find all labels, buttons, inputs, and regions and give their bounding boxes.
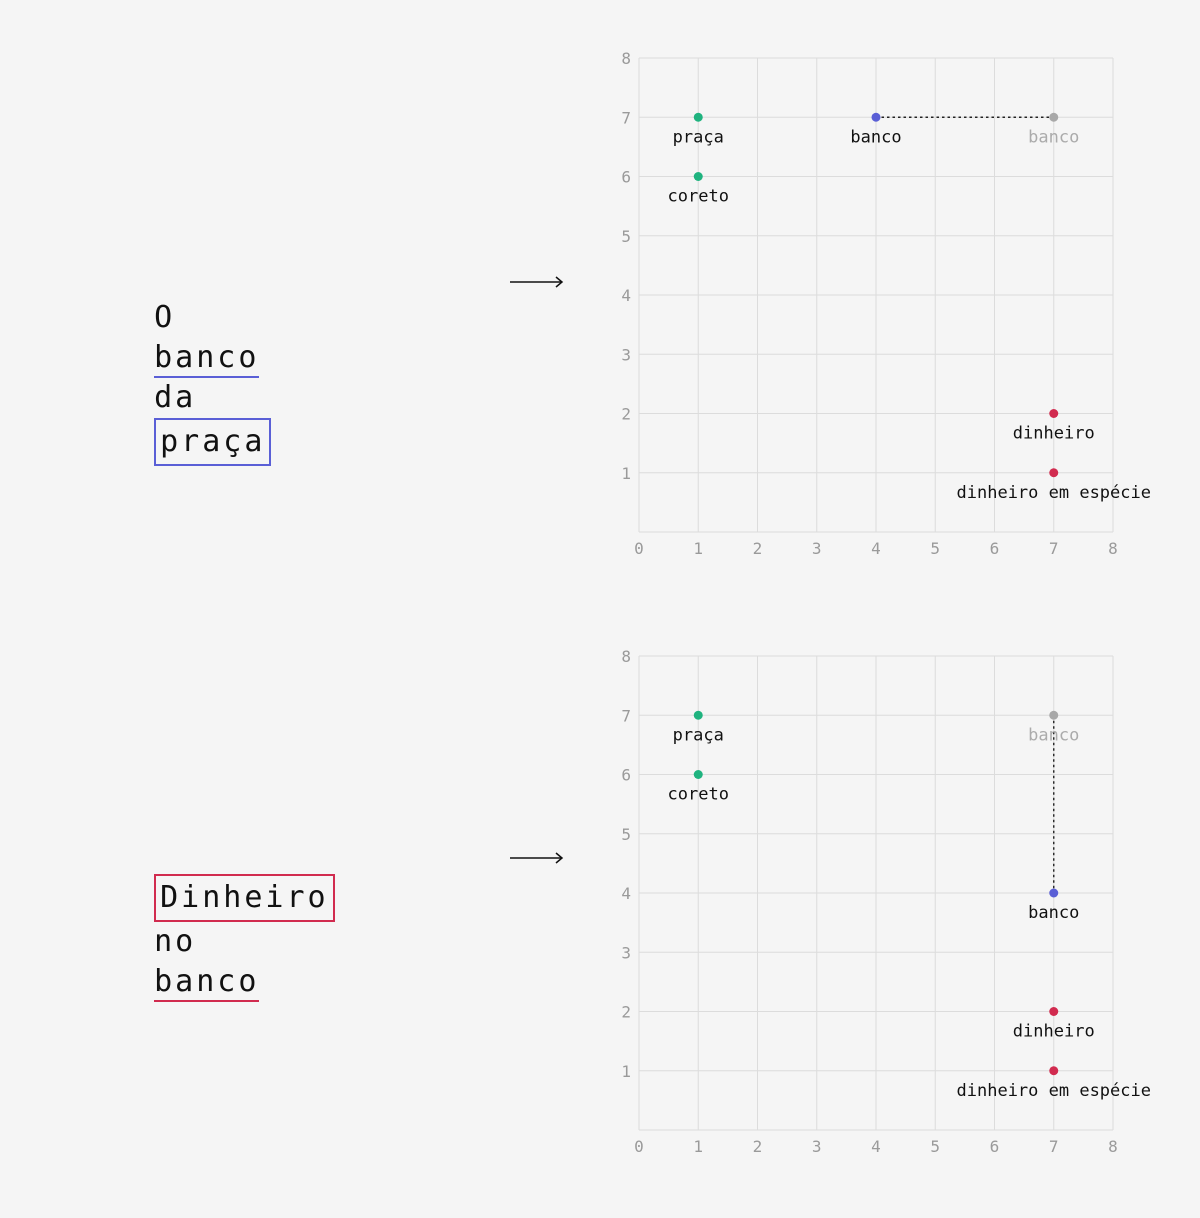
y-tick-label: 5 xyxy=(621,227,631,246)
y-tick-label: 7 xyxy=(621,108,631,127)
sentence-2-word-2: no xyxy=(154,924,197,959)
sentence-2: Dinheiro no banco xyxy=(112,834,335,1002)
x-tick-label: 0 xyxy=(634,539,644,558)
point-banco xyxy=(1049,112,1059,122)
scatter-plot-1: 0 1 2 3 4 5 6 7 8 1 2 3 4 5 6 7 8 praça coreto banco banco di… xyxy=(621,49,1151,558)
x-tick-label: 4 xyxy=(871,539,881,558)
sentence-1-word-1: O xyxy=(154,300,176,335)
x-tick-label: 7 xyxy=(1049,539,1059,558)
point-label: banco xyxy=(850,127,901,147)
point-label: dinheiro xyxy=(1013,1022,1095,1042)
y-tick-label: 1 xyxy=(621,464,631,483)
x-tick-label: 3 xyxy=(812,1137,822,1156)
long-right-arrow-icon xyxy=(510,276,564,288)
y-tick-label: 8 xyxy=(621,647,631,666)
sentence-2-word-1: Dinheiro xyxy=(154,874,335,922)
x-tick-label: 1 xyxy=(693,539,703,558)
y-tick-label: 3 xyxy=(621,943,631,962)
sentence-1-word-4: praça xyxy=(154,418,272,466)
point-praça xyxy=(693,710,703,720)
point-label: coreto xyxy=(668,187,729,207)
x-tick-label: 7 xyxy=(1049,1137,1059,1156)
point-banco xyxy=(1049,888,1059,898)
point-dinheiro-em-espécie xyxy=(1049,1066,1059,1076)
y-tick-label: 4 xyxy=(621,286,631,305)
point-label: dinheiro em espécie xyxy=(957,1081,1151,1101)
point-banco xyxy=(871,112,881,122)
point-dinheiro xyxy=(1049,409,1059,418)
point-praça xyxy=(693,112,703,122)
point-label: praça xyxy=(673,127,724,147)
point-label: dinheiro xyxy=(1013,424,1095,444)
y-tick-label: 1 xyxy=(621,1062,631,1081)
x-tick-label: 3 xyxy=(812,539,822,558)
x-tick-label: 2 xyxy=(753,539,763,558)
sentence-1-word-2: banco xyxy=(154,340,260,378)
sentence-2-word-3: banco xyxy=(154,964,260,1002)
point-label: banco xyxy=(1028,127,1079,147)
y-tick-label: 2 xyxy=(621,405,631,424)
x-tick-label: 6 xyxy=(990,1137,1000,1156)
x-tick-label: 4 xyxy=(871,1137,881,1156)
point-coreto xyxy=(693,770,703,779)
scatter-plot-2: 0 1 2 3 4 5 6 7 8 1 2 3 4 5 6 7 8 praça coreto banco banco di… xyxy=(621,647,1151,1156)
x-tick-label: 5 xyxy=(930,539,940,558)
long-right-arrow-icon xyxy=(510,852,564,864)
y-tick-label: 5 xyxy=(621,825,631,844)
y-tick-label: 6 xyxy=(621,766,631,785)
x-tick-label: 2 xyxy=(753,1137,763,1156)
y-tick-label: 3 xyxy=(621,345,631,364)
point-dinheiro-em-espécie xyxy=(1049,468,1059,478)
x-tick-label: 6 xyxy=(990,539,1000,558)
point-label: coreto xyxy=(668,785,729,805)
point-banco xyxy=(1049,710,1059,720)
x-tick-label: 1 xyxy=(693,1137,703,1156)
point-dinheiro xyxy=(1049,1007,1059,1016)
y-tick-label: 4 xyxy=(621,884,631,903)
sentence-1: O banco da praça xyxy=(112,258,272,466)
x-tick-label: 5 xyxy=(930,1137,940,1156)
x-tick-label: 8 xyxy=(1108,539,1118,558)
x-tick-label: 0 xyxy=(634,1137,644,1156)
y-tick-label: 6 xyxy=(621,168,631,187)
point-coreto xyxy=(693,172,703,181)
y-tick-label: 7 xyxy=(621,706,631,725)
point-label: dinheiro em espécie xyxy=(957,483,1151,503)
point-label: banco xyxy=(1028,725,1079,745)
y-tick-label: 8 xyxy=(621,49,631,68)
x-tick-label: 8 xyxy=(1108,1137,1118,1156)
point-label: praça xyxy=(673,725,724,745)
sentence-1-word-3: da xyxy=(154,380,197,415)
y-tick-label: 2 xyxy=(621,1003,631,1022)
point-label: banco xyxy=(1028,903,1079,923)
